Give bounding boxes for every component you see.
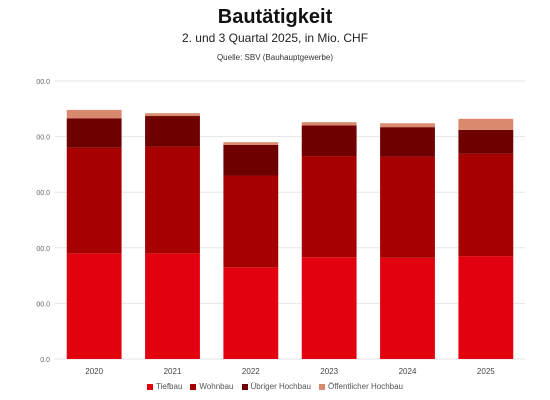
bar-segment: [66, 147, 122, 254]
bar-segment: [66, 253, 122, 359]
bar-segment: [301, 257, 357, 359]
bar-segment: [223, 175, 279, 268]
bar-segment: [145, 146, 200, 254]
bar-segment: [458, 256, 514, 359]
bar-segment: [145, 113, 200, 117]
legend-item[interactable]: Wohnbau: [190, 382, 234, 391]
bar-segment: [380, 156, 435, 258]
bar-segment: [301, 156, 357, 258]
bar-segment: [223, 144, 279, 176]
y-tick-label: 00.0: [36, 135, 50, 142]
y-tick-label: 00.0: [36, 246, 50, 253]
bar-segment: [223, 142, 279, 145]
legend-item[interactable]: Öffentlicher Hochbau: [318, 382, 403, 391]
legend-swatch: [190, 383, 197, 390]
legend-swatch: [241, 383, 248, 390]
y-tick-label: 00.0: [36, 190, 50, 197]
chart-title: Bautätigkeit: [217, 6, 333, 28]
x-tick-label: 2025: [477, 367, 495, 376]
bar-segment: [66, 109, 122, 119]
chart-legend: Tiefbau Wohnbau Übriger Hochbau Öffentliche…: [0, 382, 550, 391]
x-tick-label: 2023: [320, 367, 338, 376]
bar-segment: [301, 122, 357, 126]
y-tick-label: 0.0: [40, 357, 50, 364]
legend-label: Übriger Hochbau: [250, 382, 311, 391]
y-tick-label: 00.0: [36, 79, 50, 86]
legend-label: Tiefbau: [156, 382, 183, 391]
x-tick-label: 2024: [399, 367, 417, 376]
bar-segment: [301, 125, 357, 157]
x-tick-label: 2021: [164, 367, 182, 376]
bar-segment: [458, 129, 514, 154]
bar-segment: [66, 118, 122, 148]
legend-item[interactable]: Tiefbau: [147, 382, 182, 391]
legend-item[interactable]: Übriger Hochbau: [241, 382, 311, 391]
x-tick-label: 2022: [242, 367, 260, 376]
bar-segment: [380, 257, 435, 359]
legend-label: Öffentlicher Hochbau: [327, 382, 403, 391]
x-tick-label: 2020: [85, 367, 103, 376]
chart-source: Quelle: SBV (Bauhauptgewerbe): [216, 53, 334, 62]
y-tick-label: 00.0: [36, 301, 50, 308]
legend-label: Wohnbau: [199, 382, 234, 391]
chart-subtitle: 2. und 3 Quartal 2025, in Mio. CHF: [181, 31, 369, 45]
bar-segment: [223, 267, 279, 359]
bar-segment: [145, 116, 200, 147]
legend-swatch: [147, 383, 153, 390]
bar-segment: [145, 253, 200, 359]
bar-segment: [380, 127, 435, 157]
legend-swatch: [318, 383, 325, 390]
bar-segment: [380, 123, 435, 128]
bar-segment: [458, 118, 514, 130]
bar-segment: [458, 153, 514, 257]
